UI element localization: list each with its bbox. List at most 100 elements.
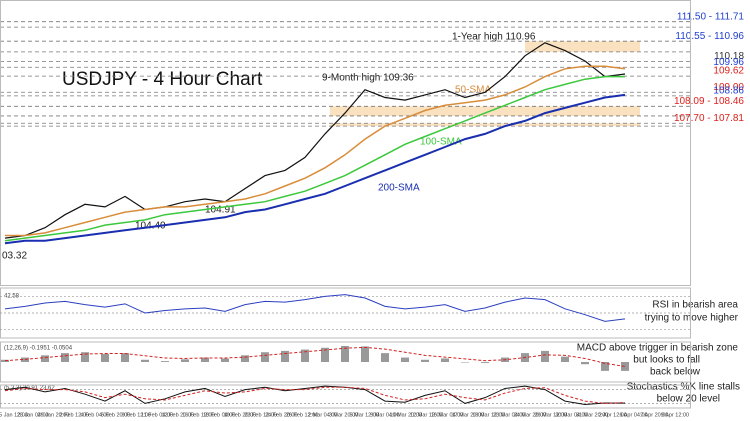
x-tick-label: 12 Feb 20:00 (162, 412, 194, 418)
x-tick-label: 7 Apr 20:00 (640, 412, 668, 418)
macd-bar (541, 350, 549, 362)
level-label: 111.50 - 111.71 (677, 11, 745, 22)
zone (330, 106, 640, 116)
macd-bar (141, 359, 149, 362)
x-tick-label: 19 Feb 20:00 (224, 412, 256, 418)
x-tick-label: 25 Jan 12:00 (0, 412, 28, 418)
x-tick-label: 30 Mar 04:00 (555, 412, 587, 418)
x-tick-label: 6 Apr 04:00 (619, 412, 647, 418)
level-label: 109.62 (713, 66, 744, 77)
note: RSI in bearish area (652, 300, 738, 311)
annotation: 50-SMA (455, 85, 491, 96)
stoch-k (4, 385, 626, 406)
level-label: 109.00 (713, 82, 744, 93)
x-tick-label: 17 Mar 20:00 (452, 412, 484, 418)
x-tick-label: 31 Mar 20:00 (576, 412, 608, 418)
annotation: 100-SMA (420, 137, 462, 148)
x-tick-label: 23 Mar 04:00 (493, 412, 525, 418)
x-tick-label: 2 Apr 12:00 (599, 412, 627, 418)
annotation: 9-Month high 109.36 (322, 73, 414, 84)
sma-line (5, 65, 626, 237)
macd-bar (581, 362, 589, 365)
note: back below (650, 367, 701, 378)
level-label: 108.86 (713, 86, 744, 97)
level-label: 107.70 - 107.81 (674, 113, 744, 124)
price-line (4, 42, 626, 239)
macd-bar (221, 358, 229, 362)
macd-bar (101, 354, 109, 362)
macd-bar (401, 357, 409, 362)
macd-bar (121, 353, 129, 362)
macd-bar (261, 352, 269, 362)
panel-frame (0, 384, 691, 409)
macd-bar (201, 357, 209, 362)
zone (330, 123, 640, 127)
panel-frame (0, 0, 691, 286)
macd-bar (381, 353, 389, 362)
note: but looks to fall (633, 355, 700, 366)
x-tick-label: 5 Mar 12:00 (350, 412, 379, 418)
macd-signal (4, 346, 626, 367)
x-tick-label: 9 Feb 12:00 (122, 412, 151, 418)
x-tick-label: 10 Mar 20:00 (389, 412, 421, 418)
macd-bar (601, 362, 609, 371)
macd-bar (341, 346, 349, 362)
x-tick-label: 24 Mar 20:00 (514, 412, 546, 418)
annotation: 104.91 (205, 205, 236, 216)
x-tick-label: 3 Mar 20:00 (329, 412, 358, 418)
macd-bar (561, 356, 569, 362)
note: trying to move higher (645, 313, 739, 324)
x-tick-label: 23 Feb 12:00 (244, 412, 276, 418)
note: MACD above trigger in bearish zone (577, 343, 739, 354)
x-tick-label: 16 Feb 12:00 (182, 412, 214, 418)
macd-bar (81, 352, 89, 362)
x-tick-label: 11 Feb 04:00 (141, 412, 173, 418)
x-tick-label: 16 Mar 04:00 (431, 412, 463, 418)
x-tick-label: 5 Feb 20:00 (101, 412, 130, 418)
x-tick-label: 28 Jan 04:00 (17, 412, 49, 418)
sma-line (4, 75, 625, 242)
macd-bar (441, 358, 449, 362)
sma-line (4, 93, 626, 245)
note: below 20 level (657, 394, 720, 405)
macd-bar (301, 349, 309, 362)
annotation: 200-SMA (378, 183, 420, 194)
x-tick-label: 4 Feb 04:00 (80, 412, 109, 418)
level-label: 108.09 - 108.46 (674, 96, 744, 107)
zone (525, 41, 640, 52)
macd-bar (281, 350, 289, 362)
rsi-line (4, 294, 626, 322)
macd-bar (41, 355, 49, 362)
macd-bar (321, 347, 329, 362)
macd-bar (361, 346, 369, 362)
x-tick-label: 18 Feb 04:00 (203, 412, 235, 418)
macd-bar (1, 359, 9, 362)
x-tick-label: 12 Mar 12:00 (410, 412, 442, 418)
level-label: 110.18 (714, 51, 744, 62)
macd-bar (461, 362, 469, 363)
annotation: 1-Year high 110.96 (452, 32, 536, 43)
x-tick-label: 29 Jan 20:00 (38, 412, 70, 418)
level-label: 110.55 - 110.96 (675, 31, 744, 42)
x-tick-label: 9 Mar 04:00 (370, 412, 399, 418)
level-label: 109.96 (713, 57, 744, 68)
macd-bar (481, 362, 489, 363)
note: Stochastics %K line stalls (627, 382, 740, 393)
x-tick-label: 2 Feb 12:00 (59, 412, 88, 418)
panel-frame (0, 341, 691, 383)
x-tick-label: 24 Feb 20:00 (265, 412, 297, 418)
macd-bar (61, 353, 69, 362)
macd-bar (181, 359, 189, 362)
macd-bar (421, 359, 429, 362)
macd-bar (621, 362, 629, 371)
x-tick-label: 2 Mar 04:00 (308, 412, 337, 418)
x-tick-label: 26 Feb 12:00 (286, 412, 318, 418)
x-tick-label: 19 Mar 12:00 (472, 412, 504, 418)
x-tick-label: 26 Mar 12:00 (534, 412, 566, 418)
annotation: 03.32 (2, 251, 27, 262)
macd-bar (161, 361, 169, 362)
panel-header: (12,26,9) -0.1951 -0.0504 (4, 346, 73, 352)
macd-bar (241, 355, 249, 362)
